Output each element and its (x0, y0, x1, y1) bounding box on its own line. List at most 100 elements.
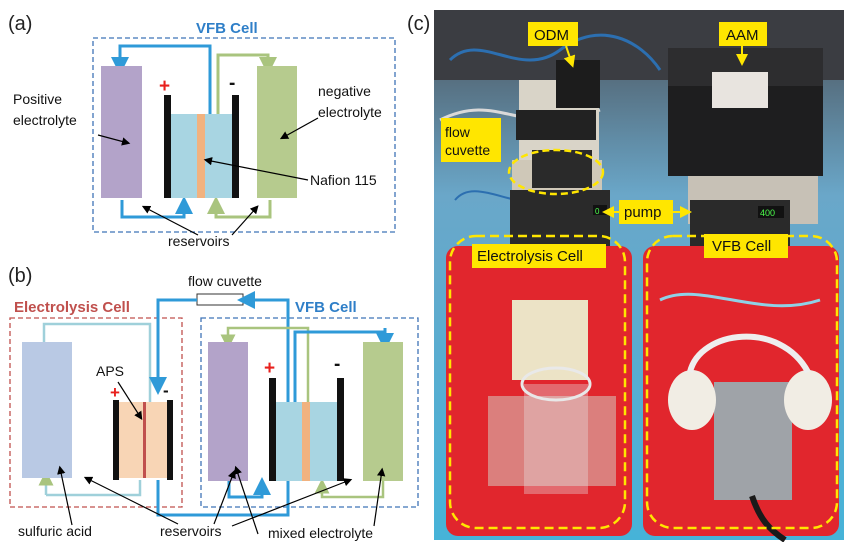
vfb-positive-electrode-b (269, 378, 276, 481)
negative-electrolyte-pointer (279, 117, 319, 140)
positive-electrolyte-text-line2: electrolyte (13, 112, 77, 128)
aps-minus-sign: - (163, 381, 169, 400)
aps-label: APS (96, 363, 124, 379)
electrolysis-flow-bottom-line (46, 480, 142, 497)
negative-tank-b (363, 342, 403, 481)
callout-odm-arrow (563, 45, 576, 68)
cuvette-flow-down (149, 298, 197, 395)
flow-line-negative-bottom (207, 196, 272, 219)
sulfuric-acid-label: sulfuric acid (18, 523, 92, 539)
photo-display-right-value: 400 (760, 208, 775, 218)
photo-display-left (593, 205, 607, 215)
panel-c-label: (c) (407, 13, 430, 35)
photo-reservoir-right (784, 370, 832, 430)
photo-tube-blue (659, 292, 821, 308)
sulfuric-acid-pointer (57, 465, 73, 526)
callout-vfb-cell: VFB Cell (712, 238, 771, 255)
positive-electrolyte-tank (101, 66, 142, 198)
positive-electrode (164, 95, 171, 198)
callout-electrolysis-box (472, 244, 606, 268)
photo-black-cable (749, 495, 787, 542)
callout-pump-box (619, 200, 673, 224)
reservoir-pointer-b-left (83, 476, 179, 525)
aps-positive-electrode (113, 400, 119, 480)
nafion-membrane-b (302, 402, 310, 481)
photo-reservoir-left (668, 370, 716, 430)
positive-tank-b (208, 342, 248, 481)
photo-cuvette-holder (532, 150, 592, 188)
aps-pointer (117, 381, 143, 421)
photo-tube-arc (687, 333, 811, 374)
vfb-cell-title-b: VFB Cell (295, 299, 357, 316)
panel-b: (b) flow cuvette Electrolysis Cell VFB C… (8, 265, 419, 541)
callout-flow-cuvette-text-line2: cuvette (445, 142, 490, 158)
callout-odm: ODM (534, 27, 569, 44)
flow-line-negative-top (216, 53, 277, 114)
negative-electrode (232, 95, 239, 198)
reservoirs-label-a: reservoirs (168, 233, 229, 249)
reservoir-pointer-right (231, 205, 259, 236)
vfb-minus-sign-b: - (334, 354, 340, 375)
negative-electrolyte-label: negative electrolyte (318, 83, 382, 120)
callout-cuvette-box (441, 118, 501, 162)
panel-c: (c) 0 400 (407, 10, 844, 542)
reservoir-pointer-left (141, 205, 199, 236)
reservoir-pointer-b-right (231, 478, 353, 527)
vfb-flow-green-bottom (314, 478, 385, 499)
electrolysis-cell-box (9, 317, 183, 508)
negative-electrolyte-tank (257, 66, 297, 198)
aps-membrane (143, 402, 146, 478)
photo-cable-1 (448, 33, 662, 71)
photo-pump-left (510, 190, 610, 250)
photo-vfb-outline (645, 234, 839, 530)
photo-odm-arm (516, 110, 596, 140)
callout-aam: AAM (726, 27, 759, 44)
positive-electrolyte-pointer (97, 134, 131, 146)
panel-a-label: (a) (8, 13, 32, 35)
photo-aam-screen (712, 72, 768, 108)
vfb-cell-box-b (200, 317, 419, 508)
flow-cuvette-box (196, 293, 244, 306)
photo-beaker-rim (520, 366, 592, 402)
sulfuric-acid-tank (22, 342, 72, 478)
photo-beaker (524, 384, 588, 494)
photo-vfb-cell (714, 382, 792, 500)
positive-electrolyte-text: Positive (13, 91, 62, 107)
aps-negative-electrode (167, 400, 173, 480)
callout-vfb-box (704, 234, 788, 258)
callout-flow-cuvette-text: flow (445, 124, 471, 140)
flow-line-positive-top (111, 44, 212, 114)
negative-electrolyte-line-1: negative (318, 83, 371, 99)
callout-pump: pump (624, 204, 662, 221)
flow-line-positive-bottom (120, 196, 193, 219)
mixed-pointer-right (373, 467, 386, 527)
reservoirs-label-b: reservoirs (160, 523, 221, 539)
flow-cuvette-label: flow cuvette (188, 273, 262, 289)
aps-plus-sign: + (110, 383, 120, 402)
photo-electrolysis-outline (448, 234, 627, 530)
nafion-label: Nafion 115 (310, 172, 377, 188)
negative-electrolyte-line-2: electrolyte (318, 104, 382, 120)
photo-cuvette-outline (507, 148, 605, 196)
electrolysis-flow-top (42, 322, 152, 402)
photo-glass-plate (488, 396, 616, 486)
minus-sign: - (229, 73, 235, 94)
vfb-flow-blue-cell (293, 330, 385, 402)
vfb-cell-title: VFB Cell (196, 20, 258, 37)
panel-b-label: (b) (8, 265, 32, 287)
vfb-negative-electrode-b (337, 378, 344, 481)
photo-display-left-value: 0 (595, 207, 600, 216)
callout-odm-box (528, 22, 578, 46)
reservoir-pointer-b-mid (213, 469, 236, 525)
electrolysis-cell-title: Electrolysis Cell (14, 299, 130, 316)
nafion-membrane (197, 114, 205, 198)
vfb-flow-blue-bottom (227, 477, 271, 499)
photo-display-right (758, 206, 784, 218)
callout-flow-cuvette: flow cuvette (445, 124, 490, 158)
photo-electrolysis-cell (512, 300, 588, 380)
photo-odm-device (556, 60, 600, 108)
nafion-pointer (203, 157, 309, 181)
mixed-pointer-left (233, 465, 259, 535)
mixed-electrolyte-label: mixed electrolyte (268, 525, 373, 541)
